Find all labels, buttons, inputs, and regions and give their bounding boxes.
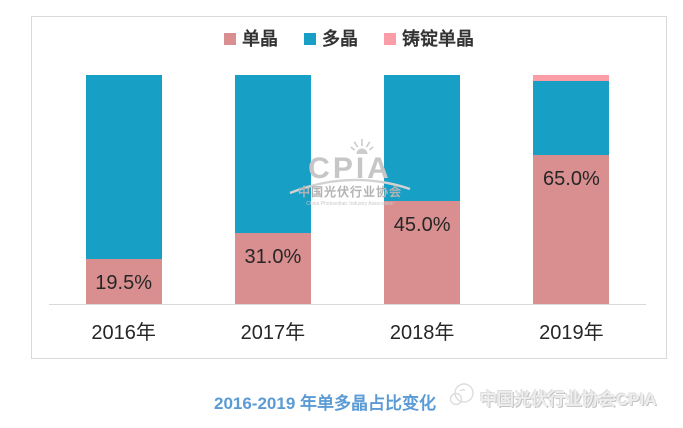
x-axis-labels: 2016年 2017年 2018年 2019年 <box>49 316 646 345</box>
bar-segment-多晶 <box>384 75 461 201</box>
data-label: 31.0% <box>244 246 302 269</box>
legend-label: 多晶 <box>322 29 358 49</box>
x-axis-label: 2019年 <box>539 322 604 344</box>
legend-item-铸锭单晶: 铸锭单晶 <box>384 30 474 48</box>
bar-2019年: 65.0% <box>533 75 610 304</box>
bar-segment-多晶 <box>533 80 610 156</box>
bar-2016年: 19.5% <box>85 75 162 304</box>
bar-2018年: 45.0% <box>384 75 461 304</box>
legend-swatch-icon <box>304 33 316 45</box>
x-axis-label: 2018年 <box>389 322 455 344</box>
source-attribution: 中国光伏行业协会CPIA <box>448 382 657 413</box>
legend-item-多晶: 多晶 <box>304 30 358 48</box>
x-axis-label: 2016年 <box>91 322 156 344</box>
chart-caption: 2016-2019 年单多晶占比变化 <box>213 394 437 413</box>
chart-panel: 单晶 多晶 铸锭单晶 19.5% 31.0% 45.0% 65.0% 2016年 2017年… <box>31 16 667 359</box>
data-label: 65.0% <box>543 168 600 191</box>
bar-segment-单晶: 65.0% <box>533 155 610 304</box>
x-axis-label: 2017年 <box>240 322 306 344</box>
source-text: 中国光伏行业协会CPIA <box>480 390 657 409</box>
legend-item-单晶: 单晶 <box>224 30 278 48</box>
legend-label: 单晶 <box>242 29 278 49</box>
legend-swatch-icon <box>224 33 236 45</box>
bar-segment-单晶: 31.0% <box>234 233 311 304</box>
bar-segment-单晶: 45.0% <box>384 200 461 304</box>
data-label: 19.5% <box>95 272 152 295</box>
cpia-logo-icon <box>448 382 476 413</box>
bar-2017年: 31.0% <box>234 75 311 304</box>
legend-swatch-icon <box>384 33 396 45</box>
bar-segment-铸锭单晶 <box>533 75 610 81</box>
bar-segment-单晶: 19.5% <box>85 259 162 304</box>
legend-label: 铸锭单晶 <box>402 29 474 49</box>
x-axis-line <box>49 304 646 305</box>
plot-area: 19.5% 31.0% 45.0% 65.0% <box>49 75 646 304</box>
bar-segment-多晶 <box>85 75 162 260</box>
bar-segment-多晶 <box>234 75 311 234</box>
legend: 单晶 多晶 铸锭单晶 <box>32 30 666 48</box>
data-label: 45.0% <box>393 213 451 236</box>
